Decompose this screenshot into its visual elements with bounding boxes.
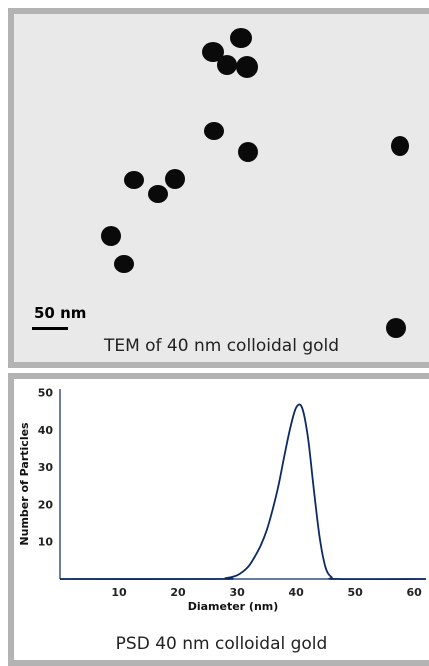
- gold-particle: [165, 169, 185, 189]
- tem-panel: 50 nm TEM of 40 nm colloidal gold: [8, 8, 429, 368]
- gold-particle: [230, 28, 252, 48]
- gold-particle: [386, 318, 406, 338]
- y-tick-label: 10: [38, 536, 54, 549]
- y-tick-label: 50: [38, 387, 54, 400]
- psd-caption: PSD 40 nm colloidal gold: [115, 634, 328, 654]
- x-tick-label: 60: [407, 586, 423, 599]
- x-tick-label: 10: [111, 586, 127, 599]
- y-tick-label: 20: [38, 498, 54, 511]
- gold-particle: [101, 226, 121, 246]
- gold-particle: [217, 55, 237, 75]
- gold-particle: [238, 142, 258, 162]
- gold-particle: [236, 56, 258, 78]
- scale-bar-label: 50 nm: [34, 304, 87, 322]
- tem-particles-layer: [101, 28, 409, 338]
- x-tick-label: 50: [348, 586, 364, 599]
- tem-caption: TEM of 40 nm colloidal gold: [103, 336, 340, 356]
- x-tick-label: 40: [288, 586, 304, 599]
- gold-particle: [391, 136, 409, 156]
- x-axis-label: Diameter (nm): [188, 600, 279, 613]
- psd-panel: 10 20 30 40 50 60 10 20 30 40 50 Diameter (nm) Numbe…: [8, 373, 429, 666]
- gold-particle: [202, 42, 224, 62]
- gold-particle: [114, 255, 134, 273]
- gold-particle: [148, 185, 168, 203]
- scale-bar: [32, 327, 68, 330]
- y-tick-label: 30: [38, 461, 54, 474]
- y-axis-label: Number of Particles: [18, 422, 31, 546]
- x-tick-label: 30: [229, 586, 245, 599]
- tem-micrograph: 50 nm TEM of 40 nm colloidal gold: [14, 14, 429, 362]
- y-tick-label: 40: [38, 424, 54, 437]
- psd-chart-area: 10 20 30 40 50 60 10 20 30 40 50 Diameter (nm) Numbe…: [14, 379, 429, 660]
- psd-series-line: [59, 403, 427, 581]
- x-tick-label: 20: [170, 586, 186, 599]
- gold-particle: [204, 122, 224, 140]
- psd-chart: 10 20 30 40 50 60 10 20 30 40 50 Diameter (nm) Numbe…: [18, 387, 427, 613]
- gold-particle: [124, 171, 144, 189]
